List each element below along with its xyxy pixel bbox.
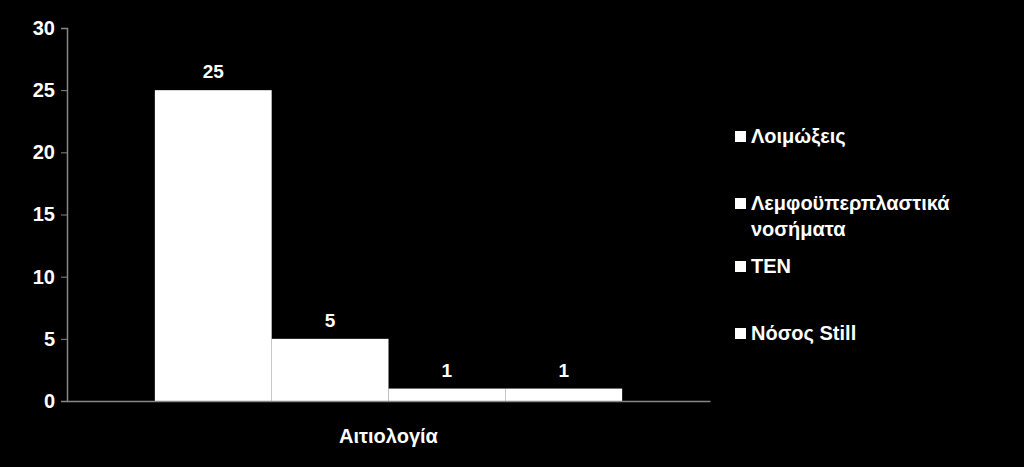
tick-mark bbox=[61, 215, 67, 216]
data-label: 5 bbox=[325, 310, 336, 331]
tick-label: 10 bbox=[33, 266, 55, 288]
data-label: 1 bbox=[558, 360, 569, 381]
background bbox=[0, 0, 1024, 467]
tick-mark bbox=[61, 28, 67, 29]
legend-label: Νόσος Still bbox=[751, 322, 856, 344]
chart: 25511051015202530ΑιτιολογίαΛοιμώξειςΛεμφ… bbox=[0, 0, 1024, 467]
tick: 0 bbox=[44, 390, 67, 412]
tick-mark bbox=[61, 401, 67, 402]
tick-mark bbox=[61, 90, 67, 91]
tick-label: 0 bbox=[44, 390, 55, 412]
legend-swatch bbox=[735, 328, 746, 339]
tick-label: 30 bbox=[33, 17, 55, 39]
tick-mark bbox=[61, 152, 67, 153]
tick: Αιτιολογία bbox=[339, 401, 438, 447]
tick-label: 5 bbox=[44, 328, 55, 350]
tick: 10 bbox=[33, 266, 67, 288]
legend-swatch bbox=[735, 198, 746, 209]
tick-label: Αιτιολογία bbox=[339, 425, 438, 447]
tick-mark bbox=[61, 339, 67, 340]
bars bbox=[155, 90, 622, 401]
legend-label: TEN bbox=[751, 255, 791, 277]
x-axis: Αιτιολογία bbox=[68, 401, 711, 447]
tick-mark bbox=[61, 277, 67, 278]
axis-line bbox=[68, 401, 711, 403]
legend: Λοιμώξεις Λεμφοϋπερπλαστικάνοσήματα TEN Νόσ… bbox=[735, 125, 950, 344]
tick-label: 25 bbox=[33, 79, 55, 101]
bar bbox=[389, 389, 506, 401]
tick: 5 bbox=[44, 328, 67, 350]
axis-line bbox=[61, 29, 68, 402]
legend-label: Λεμφοϋπερπλαστικάνοσήματα bbox=[751, 192, 950, 240]
legend-swatch bbox=[735, 261, 746, 272]
tick: 15 bbox=[33, 203, 67, 225]
data-label: 1 bbox=[442, 360, 453, 381]
tick-label: 20 bbox=[33, 141, 55, 163]
bar bbox=[505, 389, 622, 401]
bar bbox=[155, 90, 272, 401]
bar bbox=[272, 339, 389, 401]
tick: 30 bbox=[33, 17, 67, 39]
tick-label: 15 bbox=[33, 203, 55, 225]
data-labels: 25 5 1 1 bbox=[203, 61, 570, 380]
legend-swatch bbox=[735, 131, 746, 142]
y-axis: 0 5 10 15 20 25 30 bbox=[33, 17, 68, 412]
tick: 20 bbox=[33, 141, 67, 163]
data-label: 25 bbox=[203, 61, 225, 82]
legend-label: Λοιμώξεις bbox=[751, 125, 846, 147]
tick: 25 bbox=[33, 79, 67, 101]
